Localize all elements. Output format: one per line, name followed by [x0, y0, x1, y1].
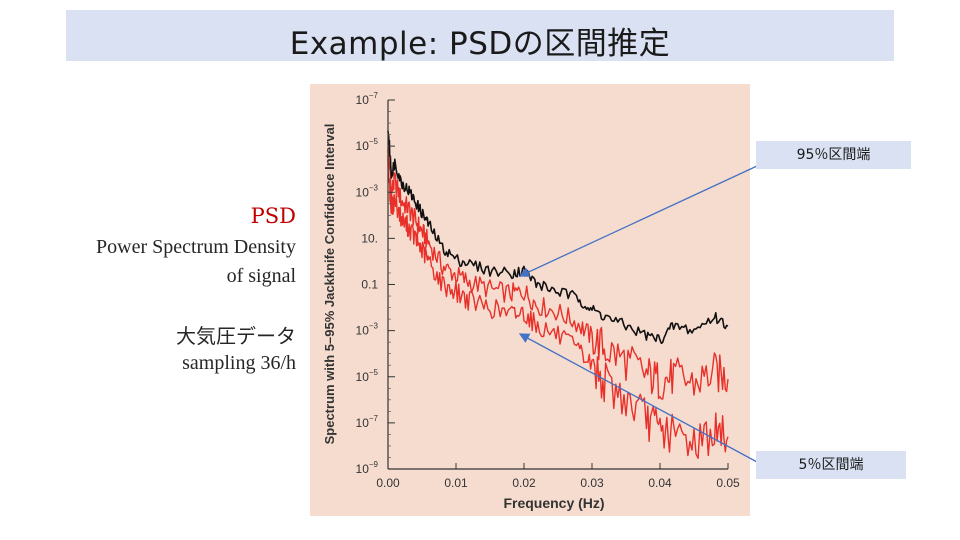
x-tick-label: 0.00 — [376, 476, 400, 490]
y-tick-label: 10−3 — [356, 183, 379, 199]
y-tick-label: 10−5 — [356, 137, 379, 153]
side-line-3: 大気圧データ — [176, 326, 296, 348]
y-tick-label: 10−5 — [356, 368, 379, 384]
lower-ci-callout: 5％区間端 — [756, 451, 906, 479]
y-tick-label: 10−3 — [356, 322, 379, 338]
side-line-1: Power Spectrum Density — [96, 236, 296, 258]
ci-upper-series — [387, 145, 729, 400]
x-tick-label: 0.02 — [512, 476, 536, 490]
y-tick-label: 0.1 — [361, 278, 378, 292]
y-axis-label: Spectrum with 5–95% Jackknife Confidence… — [322, 124, 337, 445]
x-tick-label: 0.05 — [716, 476, 740, 490]
side-line-4: sampling 36/h — [182, 352, 296, 374]
x-tick-label: 0.01 — [444, 476, 468, 490]
psd-chart: 10−7 10−5 10−3 10. 0.1 10−3 10−5 10−7 10−90.00 0.… — [322, 91, 740, 511]
y-tick-label: 10−7 — [356, 91, 379, 107]
x-axis-label: Frequency (Hz) — [503, 495, 604, 511]
x-tick-label: 0.03 — [580, 476, 604, 490]
psd-heading: PSD — [250, 204, 296, 228]
y-tick-label: 10. — [361, 231, 378, 245]
x-tick-label: 0.04 — [648, 476, 672, 490]
y-tick-label: 10−7 — [356, 414, 379, 430]
y-tick-label: 10−9 — [356, 460, 379, 476]
side-line-2: of signal — [226, 265, 296, 287]
upper-ci-callout: 95％区間端 — [756, 141, 911, 169]
title-bar: Example: PSDの区間推定 — [66, 10, 894, 62]
slide-title: Example: PSDの区間推定 — [289, 26, 671, 62]
ci-lower-series — [387, 155, 729, 459]
